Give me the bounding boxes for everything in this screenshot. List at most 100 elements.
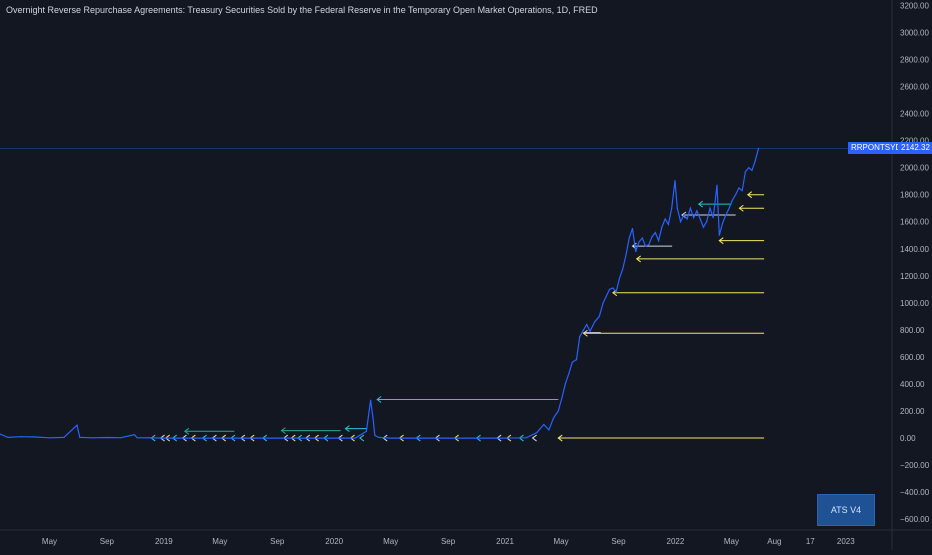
series-point — [628, 237, 630, 239]
series-point — [693, 217, 695, 219]
x-tick-label: May — [724, 537, 739, 546]
series-point — [731, 199, 733, 201]
series-point — [190, 437, 192, 439]
series-point — [622, 268, 624, 270]
level-arrow — [376, 396, 382, 403]
series-layer — [0, 147, 760, 439]
series-point — [712, 217, 714, 219]
y-tick-label: 2200.00 — [900, 137, 929, 146]
series-point — [525, 437, 527, 439]
series-point — [148, 437, 150, 439]
series-point — [374, 434, 376, 436]
y-tick-label: −400.00 — [900, 488, 930, 497]
series-point — [654, 231, 656, 234]
series-point — [91, 437, 94, 439]
series-point — [276, 437, 278, 439]
x-tick-label: Aug — [767, 537, 781, 546]
level-arrow — [280, 427, 286, 435]
series-point — [602, 302, 604, 304]
series-point — [751, 169, 753, 171]
series-point — [48, 437, 51, 439]
level-arrow — [746, 191, 753, 199]
indicator-badge[interactable]: ATS V4 — [817, 494, 875, 526]
series-point — [568, 372, 570, 374]
series-point — [618, 277, 621, 280]
series-point — [638, 241, 640, 243]
series-point — [706, 221, 708, 223]
series-point — [589, 330, 591, 332]
level-arrow — [557, 434, 563, 442]
series-point — [34, 436, 37, 438]
x-tick-label: Sep — [441, 537, 456, 546]
series-point — [757, 147, 760, 150]
series-point — [575, 359, 578, 361]
series-point — [738, 187, 740, 189]
series-point — [644, 245, 647, 247]
series-point — [683, 214, 685, 216]
price-axis: 3200.00 3000.00 2800.00 2600.00 2400.00 2200.… — [891, 0, 930, 550]
series-point — [447, 437, 449, 439]
series-point — [702, 226, 705, 228]
series-point — [543, 423, 545, 426]
series-point — [605, 295, 607, 297]
series-point — [233, 437, 235, 439]
level-arrow — [635, 255, 641, 263]
x-tick-label: 2023 — [837, 537, 855, 546]
series-point — [0, 433, 1, 435]
series-point — [725, 214, 727, 216]
series-point — [671, 207, 673, 209]
series-point — [536, 432, 538, 434]
level-lines-layer — [150, 191, 765, 442]
series-point — [625, 254, 627, 257]
series-point — [721, 222, 724, 224]
level-arrow — [582, 329, 588, 337]
series-line — [0, 148, 760, 439]
series-point — [586, 323, 588, 326]
level-arrow — [718, 237, 724, 245]
series-point — [319, 437, 321, 439]
y-tick-label: 400.00 — [900, 380, 925, 389]
y-tick-label: 3000.00 — [900, 28, 929, 37]
level-arrow — [738, 204, 744, 212]
series-point — [76, 424, 78, 426]
series-point — [679, 221, 682, 223]
y-tick-label: 1600.00 — [900, 218, 929, 227]
y-tick-label: −200.00 — [900, 461, 930, 470]
series-point — [106, 436, 108, 439]
series-point — [699, 218, 701, 220]
series-point — [582, 329, 585, 331]
series-point — [696, 210, 698, 212]
series-point — [133, 434, 136, 436]
y-tick-label: 3200.00 — [900, 1, 929, 10]
series-point — [20, 436, 22, 438]
series-point — [735, 194, 737, 196]
series-point — [612, 287, 614, 289]
series-point — [504, 437, 506, 439]
x-tick-label: May — [383, 537, 398, 546]
series-point — [686, 218, 688, 220]
series-point — [390, 437, 392, 439]
level-arrow — [184, 427, 190, 435]
y-tick-label: 0.00 — [900, 434, 916, 443]
series-point — [635, 250, 637, 253]
y-tick-label: 1000.00 — [900, 299, 929, 308]
series-point — [754, 160, 756, 162]
x-tick-label: Sep — [270, 537, 285, 546]
y-tick-label: 2800.00 — [900, 55, 929, 64]
y-tick-label: 1800.00 — [900, 191, 929, 200]
y-tick-label: 2400.00 — [900, 110, 929, 119]
y-tick-label: 800.00 — [900, 326, 925, 335]
series-point — [748, 167, 750, 169]
y-tick-label: 2000.00 — [900, 164, 929, 173]
x-tick-label: May — [553, 537, 568, 546]
series-point — [744, 171, 747, 173]
level-arrow — [344, 425, 350, 432]
series-point — [377, 436, 380, 438]
last-price-symbol-tag: RRPONTSYD — [848, 142, 905, 155]
series-point — [716, 184, 718, 186]
series-point — [648, 244, 650, 246]
series-point — [615, 291, 617, 293]
x-tick-label: 17 — [806, 537, 815, 546]
